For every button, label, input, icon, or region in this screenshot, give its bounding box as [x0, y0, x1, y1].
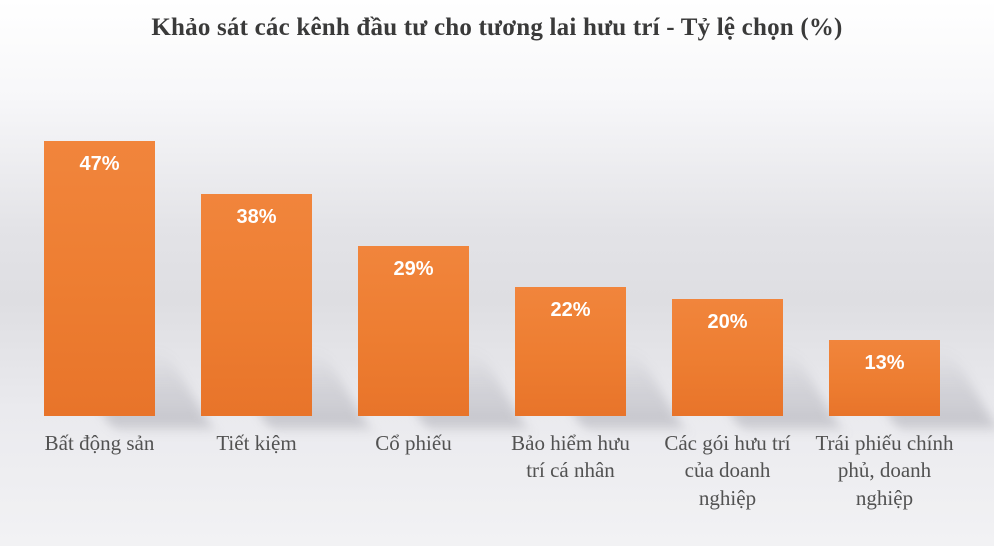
bar-category-label: Cổ phiếu — [375, 431, 452, 455]
bar: 13% — [829, 340, 940, 416]
bar-value-label: 38% — [236, 206, 277, 228]
bar: 38% — [201, 194, 312, 416]
bar-category-label: Bất động sản — [44, 431, 155, 455]
bar-value-label: 20% — [707, 311, 748, 333]
bar: 47% — [44, 141, 155, 416]
bar-value-label: 13% — [864, 352, 905, 374]
bar-value-label: 29% — [393, 258, 434, 280]
bar-category-label: Tiết kiệm — [216, 431, 297, 455]
bar: 29% — [358, 246, 469, 416]
bar-category-label: Bảo hiểm hưu trí cá nhân — [511, 431, 630, 483]
bar-value-label: 22% — [550, 299, 591, 321]
bar-category-label: Trái phiếu chính phủ, doanh nghiệp — [815, 431, 954, 510]
bar: 20% — [672, 299, 783, 416]
bar: 22% — [515, 287, 626, 416]
bar-value-label: 47% — [79, 153, 120, 175]
chart-title: Khảo sát các kênh đầu tư cho tương lai h… — [151, 14, 843, 41]
bar-category-label: Các gói hưu trí của doanh nghiệp — [664, 431, 791, 510]
